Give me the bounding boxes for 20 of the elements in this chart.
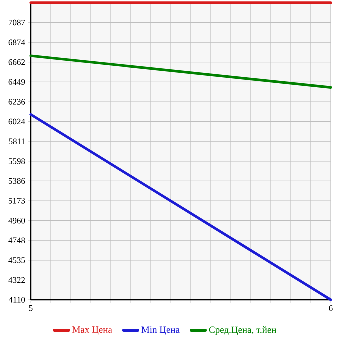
- y-tick-label: 6236: [8, 99, 26, 106]
- y-tick-label: 4960: [8, 218, 26, 224]
- x-tick-label: 6: [329, 306, 333, 312]
- y-tick-label: 4322: [8, 278, 25, 284]
- y-tick-label: 7087: [9, 20, 26, 26]
- y-tick-label: 6449: [8, 80, 26, 86]
- legend-label: Min Цена: [142, 326, 180, 336]
- y-tick-label: 6024: [8, 119, 26, 125]
- y-tick-label: 5811: [9, 138, 25, 145]
- legend-label: Сред.Цена, т.йен: [209, 326, 277, 336]
- x-tick-label: 5: [29, 306, 33, 312]
- y-tick-label: 4110: [8, 297, 26, 304]
- y-tick-label: 6874: [8, 40, 26, 46]
- y-tick-label: 5598: [8, 158, 26, 165]
- y-tick-label: 4748: [8, 238, 26, 244]
- y-tick-label: 6662: [8, 60, 25, 66]
- legend-label: Max Цена: [72, 326, 112, 336]
- y-tick-label: 5386: [8, 178, 26, 184]
- y-tick-label: 4535: [8, 258, 26, 264]
- y-tick-label: 5173: [8, 198, 26, 204]
